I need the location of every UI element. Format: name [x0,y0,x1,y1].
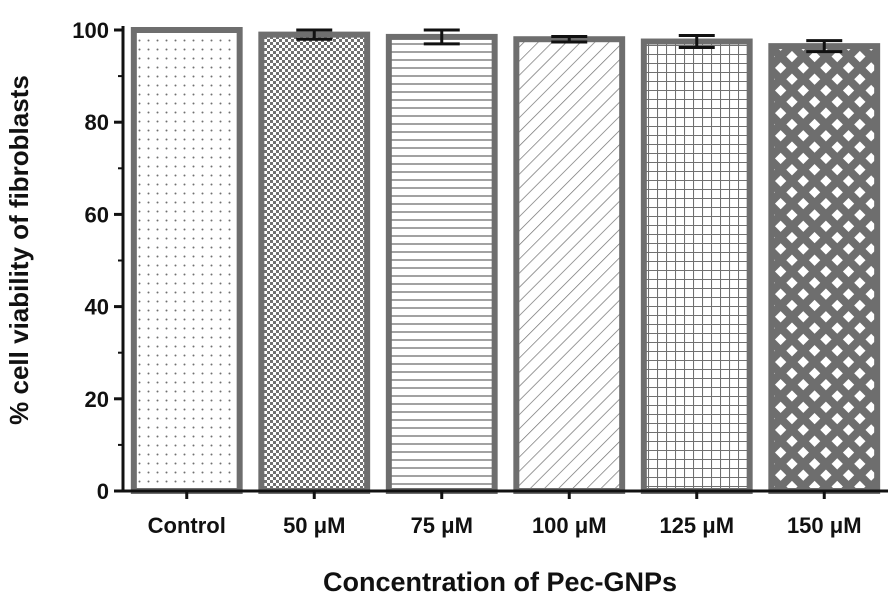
x-tick-label-100-m: 100 μM [532,513,607,538]
bar-100-m [513,36,626,494]
y-tick-label: 60 [85,202,109,227]
y-tick-label: 20 [85,387,109,412]
bar-50-m [258,31,371,495]
axes [121,26,888,493]
x-tick-label-125-m: 125 μM [659,513,734,538]
y-tick-label: 80 [85,110,109,135]
y-tick-label: 100 [72,18,109,43]
x-tick-label-75-m: 75 μM [411,513,473,538]
bar-150-m [768,43,881,494]
x-tick-label-control: Control [148,513,226,538]
x-tick-label-150-m: 150 μM [787,513,862,538]
y-tick-label: 0 [97,479,109,504]
bar-75-m [385,33,498,494]
error-bars-layer [296,28,843,54]
x-axis-title: Concentration of Pec-GNPs [323,567,677,597]
bars-layer [130,27,881,495]
y-axis-title: % cell viability of fibroblasts [4,75,34,425]
bar-125-m [640,38,753,495]
y-tick-label: 40 [85,295,109,320]
y-ticks: 0 20 40 60 80 100 [72,18,123,504]
bar-control [130,27,243,494]
x-ticks: Control 50 μM 75 μM 100 μM 125 μM 150 μM [148,491,862,538]
x-tick-label-50-m: 50 μM [283,513,345,538]
